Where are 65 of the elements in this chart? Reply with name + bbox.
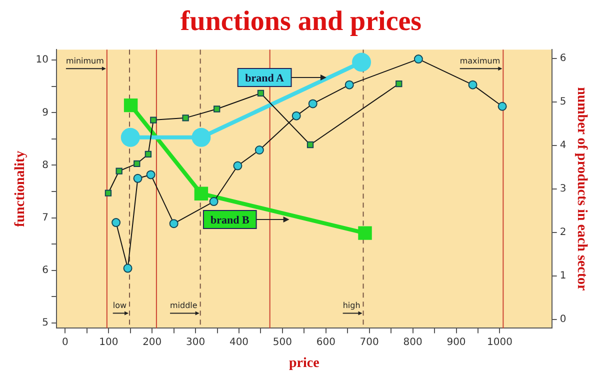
ref-line-label: high [342,301,360,310]
y2-tick-label: 6 [560,52,566,64]
point [192,128,211,147]
x-tick-label: 200 [142,336,162,348]
x-tick-label: 700 [360,336,379,348]
x-tick-label: 800 [403,336,422,348]
point [254,146,264,154]
y2-tick-label: 1 [560,270,566,282]
point [468,80,478,90]
point [144,150,152,158]
point [233,161,242,170]
point [120,128,140,147]
x-tick-label: 500 [272,336,292,348]
point [292,111,301,120]
x-tick-label: 100 [99,336,118,348]
x-tick-label: 900 [446,336,466,348]
y2-tick-label: 4 [560,140,566,151]
point [358,226,372,240]
x-tick-label: 1000 [486,336,512,348]
y-tick-label: 8 [42,160,49,171]
x-tick-label: 600 [316,336,336,348]
x-tick-label: 300 [186,336,206,348]
x-tick-label: 400 [229,336,249,348]
point [146,170,156,180]
y2-tick-label: 0 [560,314,566,326]
point [112,218,121,228]
point [133,174,142,183]
point [182,114,189,122]
x-tick-label: 0 [62,336,68,348]
y2-tick-label: 5 [560,96,566,108]
y-tick-label: 10 [36,54,49,66]
point [414,54,423,64]
point [116,168,122,174]
point [150,116,157,124]
point [123,264,132,273]
y2-tick-label: 2 [560,227,566,238]
series-label: brand A [245,72,284,84]
y2-tick-label: 3 [560,183,566,194]
point [308,99,318,108]
chart-title: functions and prices [180,6,422,38]
point [344,80,354,90]
point [194,186,208,200]
point [306,141,314,148]
y-tick-label: 9 [42,107,49,118]
point [134,160,140,167]
y2-axis-title: number of products in each sector [574,87,589,291]
series-label: brand B [210,214,250,226]
point [169,219,178,228]
y-tick-label: 6 [42,264,49,276]
point [209,197,218,206]
point [498,102,507,111]
point [104,190,112,196]
y-axis-title: functionality [13,150,28,228]
point [124,98,138,112]
ref-line-label: low [112,301,127,310]
point [396,80,402,88]
y-tick-label: 5 [42,318,49,329]
ref-line-label: maximum [460,56,500,66]
y-tick-label: 7 [42,212,49,224]
x-axis-title: price [289,356,320,372]
ref-line-label: middle [170,301,198,310]
ref-line-label: minimum [66,56,104,66]
point [257,90,264,97]
point [214,106,220,112]
point [352,52,372,72]
